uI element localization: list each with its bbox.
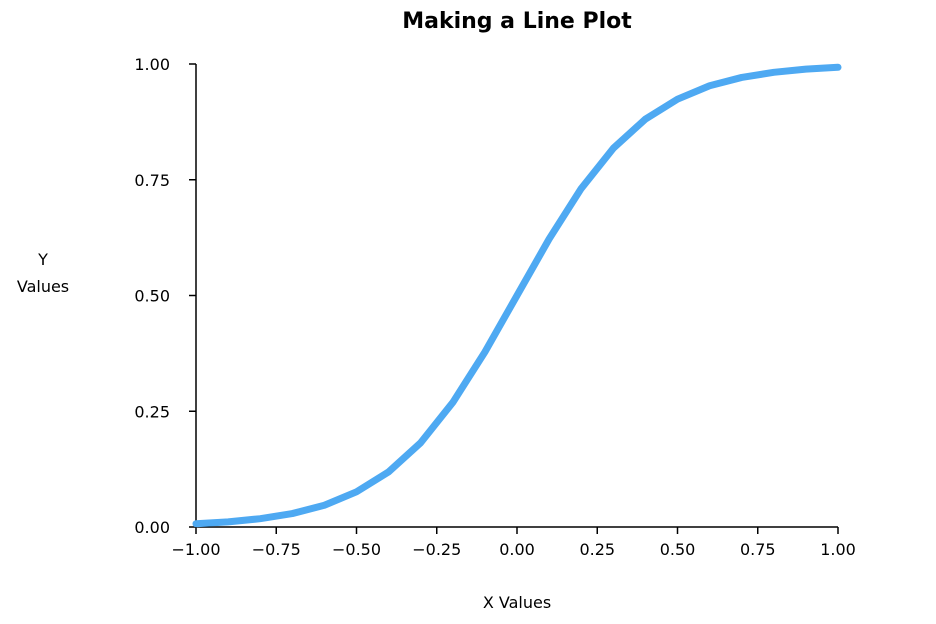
y-tick-label: 0.25 [134,402,170,421]
x-axis: −1.00 −0.75 −0.50 −0.25 0.00 0.25 0.50 0.75 1.00 [171,526,856,559]
y-tick-label: 1.00 [134,55,170,74]
series-line-0 [192,63,842,528]
x-tick-label: −1.00 [171,540,220,559]
x-tick-label: −0.25 [412,540,461,559]
x-tick-label: −0.75 [252,540,301,559]
x-tick-label: 0.75 [740,540,776,559]
x-axis-label: X Values [483,593,551,612]
x-ticks: −1.00 −0.75 −0.50 −0.25 0.00 0.25 0.50 0.75 1.00 [171,527,856,559]
chart-title: Making a Line Plot [402,9,632,34]
y-axis: 0.00 0.25 0.50 0.75 1.00 [134,55,197,537]
y-tick-label: 0.00 [134,518,170,537]
x-tick-label: 0.00 [499,540,535,559]
y-ticks: 0.00 0.25 0.50 0.75 1.00 [134,55,196,537]
x-tick-label: −0.50 [332,540,381,559]
x-tick-label: 1.00 [820,540,856,559]
y-tick-label: 0.75 [134,171,170,190]
series-layer [192,63,842,528]
x-tick-label: 0.25 [579,540,615,559]
y-axis-label-line-2: Values [17,277,69,296]
y-tick-label: 0.50 [134,287,170,306]
x-tick-label: 0.50 [660,540,696,559]
y-axis-label-line-1: Y [37,250,48,269]
